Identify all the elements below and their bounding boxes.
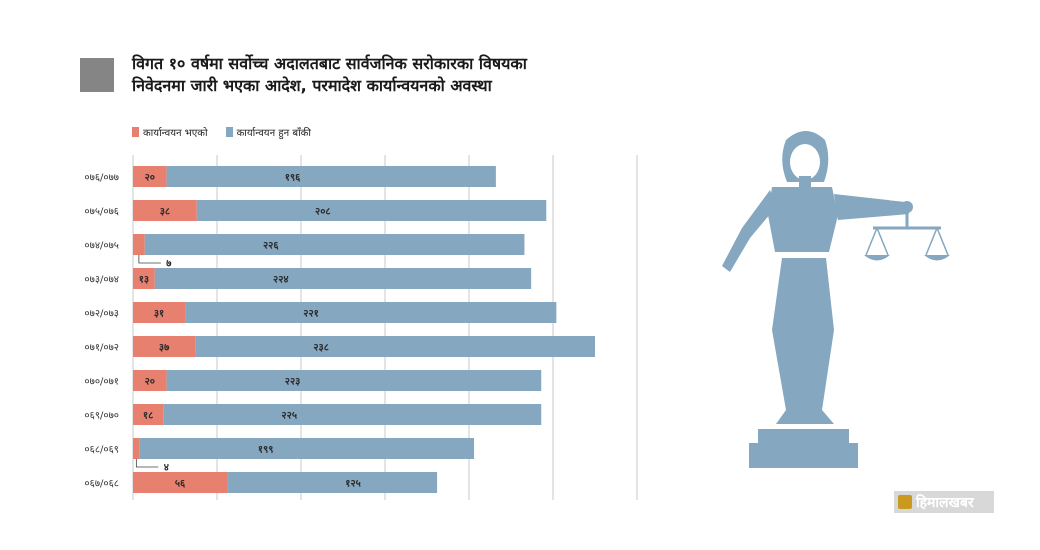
bar-implemented — [133, 234, 145, 255]
data-label-pending: २२४ — [273, 275, 289, 286]
category-label: ०७०/०७१ — [84, 377, 119, 388]
figure-neck — [799, 176, 811, 188]
bar-implemented — [133, 370, 167, 391]
bar-pending — [166, 370, 542, 391]
bar-row: ७ २२६ — [133, 234, 525, 270]
figure-head — [790, 144, 820, 180]
data-label-leader — [135, 459, 159, 468]
bar-implemented — [133, 166, 167, 187]
bar-pending — [166, 166, 496, 187]
data-label-implemented: ७ — [166, 259, 172, 270]
data-label-pending: १९९ — [258, 445, 274, 456]
logo-icon — [898, 495, 912, 509]
lady-justice-illustration — [722, 131, 950, 468]
bar-pending — [185, 302, 557, 323]
bar-pending — [195, 336, 595, 357]
bar-implemented — [133, 336, 196, 357]
legend: कार्यान्वयन भएको कार्यान्वयन हुन बाँकी — [132, 125, 311, 139]
data-label-pending: १२५ — [345, 479, 361, 490]
data-label-implemented: २० — [145, 173, 155, 184]
legend-label-implemented: कार्यान्वयन भएको — [143, 128, 208, 139]
legend-item-implemented: कार्यान्वयन भएको — [132, 125, 208, 139]
category-label: ०७१/०७२ — [84, 343, 119, 354]
bar-implemented — [133, 438, 140, 459]
scale-right-pan — [924, 255, 950, 261]
bar-row: ४ १९९ — [133, 438, 475, 474]
bar-pending — [163, 404, 542, 425]
data-label-pending: २२५ — [281, 411, 297, 422]
category-label: ०६८/०६९ — [84, 445, 119, 456]
bar-implemented — [133, 404, 164, 425]
title-accent-block — [80, 58, 114, 92]
pedestal-base — [749, 443, 858, 468]
bar-pending — [154, 268, 532, 289]
category-label: ०६९/०७० — [84, 411, 119, 422]
data-label-implemented: ३१ — [154, 309, 164, 320]
category-label: ०७४/०७५ — [84, 241, 119, 252]
bar-pending — [139, 438, 475, 459]
bar-row: ३८ २०८ — [133, 200, 547, 221]
scale-right-string-a — [925, 227, 938, 256]
bar-row: ५६ १२५ — [133, 472, 438, 493]
data-label-pending: २२६ — [263, 241, 279, 252]
data-label-leader — [138, 255, 161, 264]
data-label-pending: २३८ — [313, 343, 329, 354]
bar-row: १८ २२५ — [133, 404, 542, 425]
data-label-implemented: ३८ — [160, 207, 170, 218]
legend-label-pending: कार्यान्वयन हुन बाँकी — [236, 128, 311, 139]
legend-swatch-implemented — [132, 127, 139, 137]
chart-title-line-2: निवेदनमा जारी भएका आदेश, परमादेश कार्यान… — [132, 76, 492, 95]
data-label-implemented: ४ — [164, 463, 169, 474]
figure-right-arm — [834, 194, 909, 220]
data-label-pending: २०८ — [315, 207, 331, 218]
pedestal-top — [758, 429, 849, 444]
category-label: ०६७/०६८ — [84, 479, 119, 490]
data-label-implemented: २० — [145, 377, 155, 388]
bar-series: २० १९६ ३८ २०८ ७ २२६ १३ २२४ ३१ २२१ ३७ २३८ २० २२३ १८ २२५ ४… — [133, 166, 595, 493]
data-label-implemented: ५६ — [175, 479, 186, 490]
publisher-logo: हिमालखबर — [894, 491, 994, 513]
bar-pending — [196, 200, 547, 221]
scale-left-pan — [864, 255, 890, 261]
data-label-implemented: १८ — [143, 411, 153, 422]
data-label-pending: २२१ — [303, 309, 319, 320]
chart-title-line-1: विगत १० वर्षमा सर्वोच्च अदालतबाट सार्वजन… — [132, 54, 527, 73]
figure-robe — [772, 258, 834, 424]
data-label-implemented: १३ — [139, 275, 149, 286]
bar-implemented — [133, 302, 186, 323]
chart-title: विगत १० वर्षमा सर्वोच्च अदालतबाट सार्वजन… — [132, 53, 652, 97]
bar-implemented — [133, 472, 228, 493]
category-labels: ०७६/०७७ ०७५/०७६ ०७४/०७५ ०७३/०७४ ०७२/०७३ ०७१/०… — [84, 173, 119, 490]
bar-implemented — [133, 268, 155, 289]
category-label: ०७३/०७४ — [84, 275, 119, 286]
bar-pending — [144, 234, 525, 255]
bar-row: ३१ २२१ — [133, 302, 557, 323]
category-label: ०७६/०७७ — [84, 173, 119, 184]
bar-row: १३ २२४ — [133, 268, 532, 289]
logo-text: हिमालखबर — [916, 494, 974, 511]
scale-left-string-b — [876, 227, 889, 256]
data-label-pending: १९६ — [285, 173, 301, 184]
figure-torso — [768, 187, 838, 252]
bar-row: ३७ २३८ — [133, 336, 595, 357]
data-label-implemented: ३७ — [159, 343, 170, 354]
bar-row: २० १९६ — [133, 166, 496, 187]
figure-left-arm — [722, 190, 776, 272]
bar-row: २० २२३ — [133, 370, 542, 391]
bar-implemented — [133, 200, 197, 221]
bar-pending — [227, 472, 438, 493]
data-label-pending: २२३ — [285, 377, 301, 388]
scale-right-string-b — [936, 227, 949, 256]
category-label: ०७२/०७३ — [84, 309, 119, 320]
legend-item-pending: कार्यान्वयन हुन बाँकी — [225, 125, 311, 139]
scale-left-string-a — [865, 227, 878, 256]
category-label: ०७५/०७६ — [84, 207, 119, 218]
legend-swatch-pending — [225, 127, 233, 137]
scale-pivot — [901, 201, 913, 213]
